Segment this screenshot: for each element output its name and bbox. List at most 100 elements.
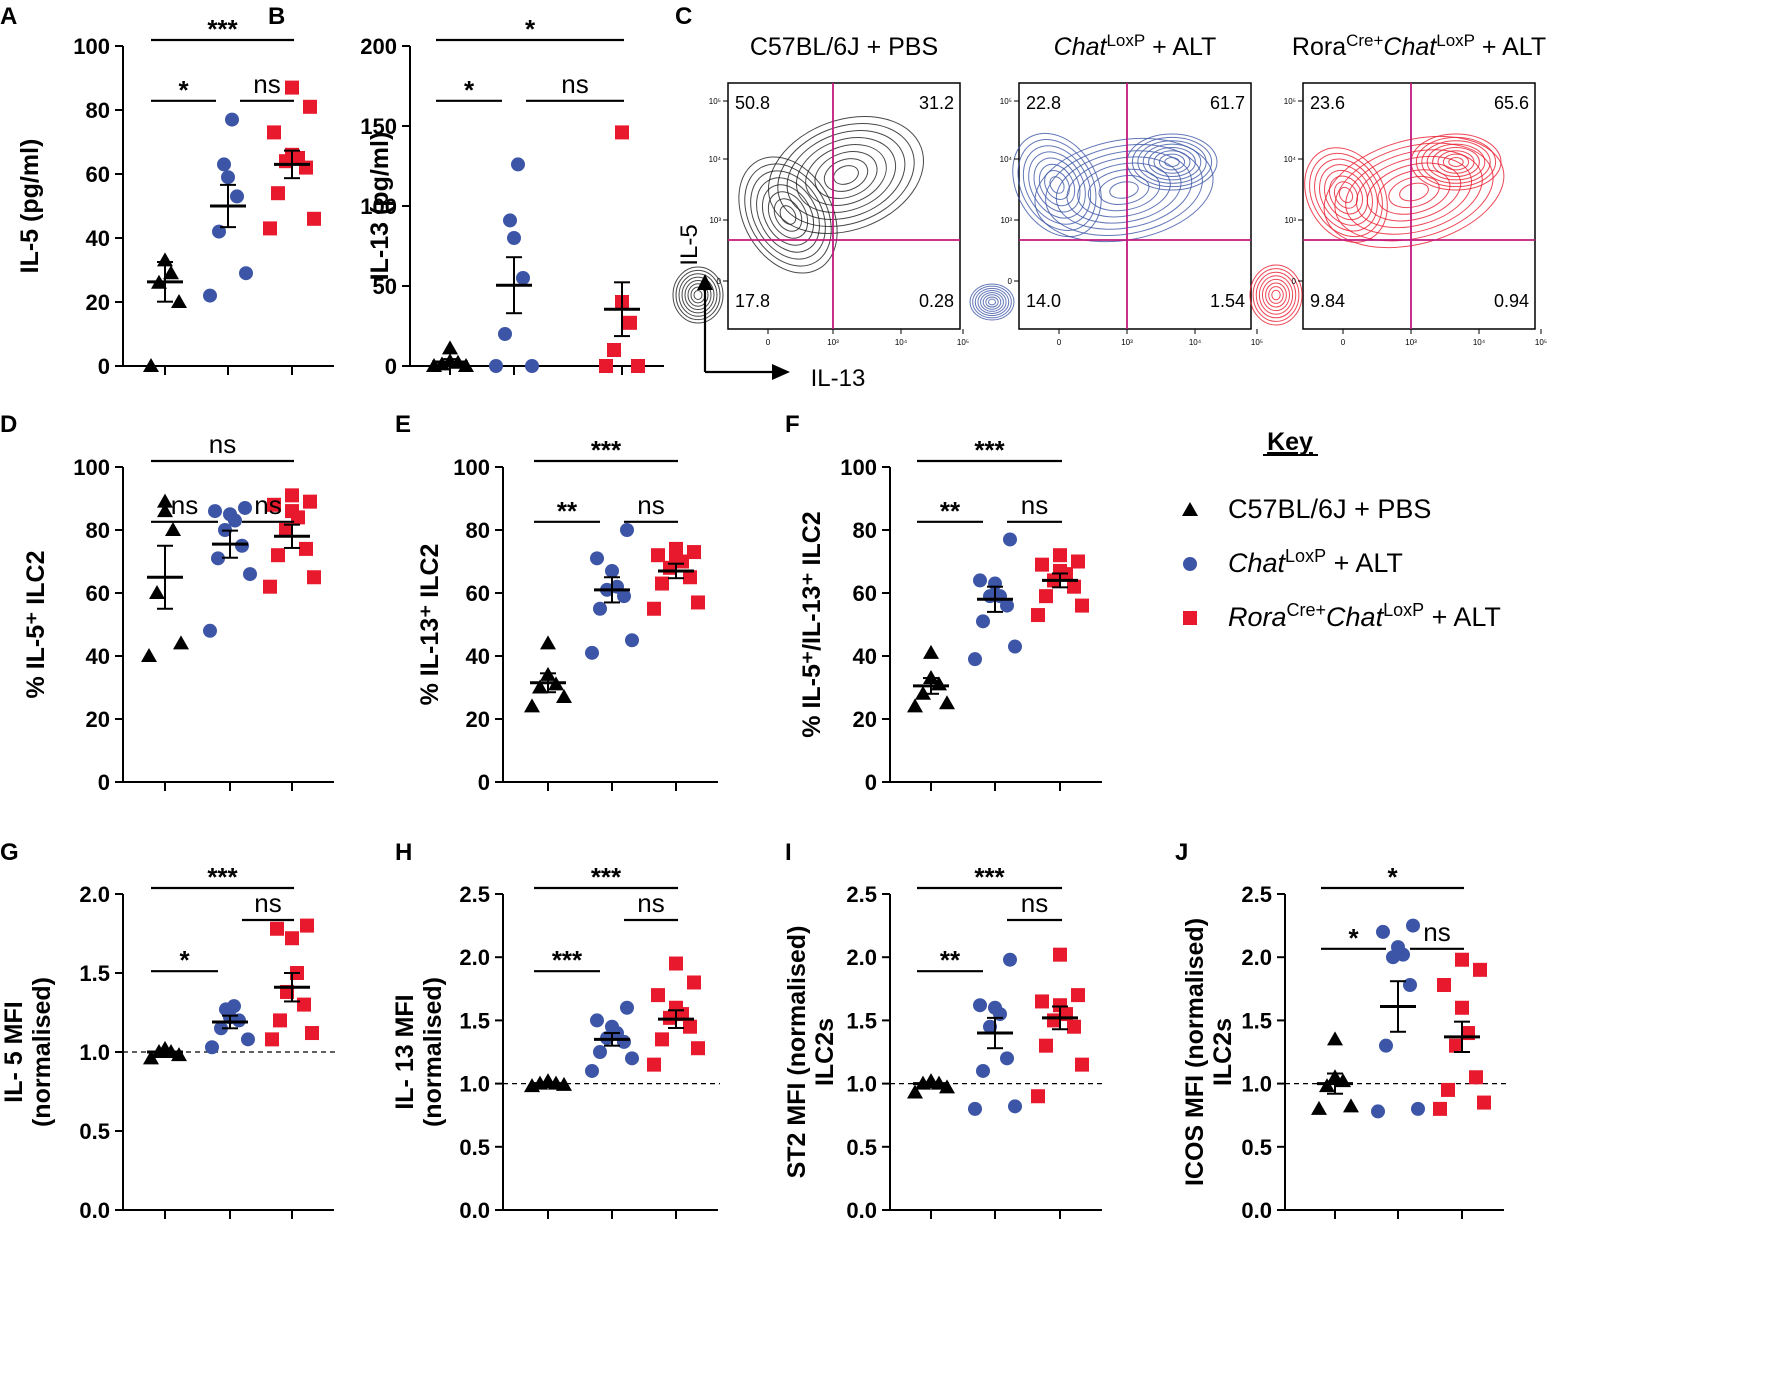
x-tick-label: 10⁴: [1473, 338, 1486, 347]
panel-g: G0.00.51.01.52.0IL- 5 MFI (normalised)***…: [0, 839, 336, 1223]
data-point: [1455, 1000, 1469, 1015]
data-point: [1473, 962, 1487, 977]
panel-letter: F: [785, 411, 800, 438]
y-tick-label: 2.0: [79, 882, 110, 907]
data-point: [655, 1032, 669, 1047]
significance-label: ns: [1021, 490, 1048, 520]
data-point: [489, 359, 503, 373]
x-arrow-head: [772, 364, 790, 380]
data-point: [647, 1057, 661, 1072]
contour-line: [1044, 170, 1070, 200]
y-tick-label: 10³: [709, 216, 721, 225]
contour-line: [1333, 181, 1359, 209]
y-tick-label: 0.5: [846, 1135, 877, 1160]
data-point: [976, 614, 990, 629]
y-tick-label: 100: [840, 455, 877, 480]
data-point: [651, 988, 665, 1003]
contour-line: [1131, 136, 1213, 188]
y-tick-label: 80: [853, 518, 877, 543]
data-point: [923, 644, 939, 659]
data-point: [273, 1013, 287, 1028]
key-label-part: Chat: [1326, 602, 1385, 632]
data-point: [1449, 1038, 1463, 1053]
data-point: [1411, 1101, 1425, 1116]
y-tick-label: 10³: [1000, 216, 1012, 225]
contour-line: [1432, 146, 1480, 178]
x-tick-label: 10³: [1405, 338, 1417, 347]
panel-letter: J: [1175, 839, 1188, 866]
data-point: [973, 998, 987, 1013]
data-point: [516, 271, 530, 285]
data-point: [203, 288, 217, 303]
y-axis-label: (normalised): [28, 977, 56, 1127]
data-point: [691, 1041, 705, 1056]
significance-label: ***: [207, 14, 238, 44]
significance-label: ***: [207, 862, 238, 892]
data-point: [143, 358, 159, 372]
data-point: [1437, 978, 1451, 993]
y-tick-label: 100: [73, 34, 110, 59]
y-tick-label: 10⁴: [1284, 155, 1297, 164]
quadrant-top-left: 50.8: [735, 93, 770, 113]
flow-plot-title: RoraCre+ChatLoxP + ALT: [1292, 31, 1546, 62]
data-point: [239, 266, 253, 281]
y-tick-label: 1.0: [79, 1040, 110, 1065]
flow-cytometry-panel-c: C C57BL/6J + PBS 50.8 31.2 17.8 0.28 0 10³ 10⁴ 10…: [672, 3, 1547, 392]
y-tick-label: 80: [86, 518, 110, 543]
contour-line: [1415, 136, 1497, 188]
data-point: [1053, 548, 1067, 563]
contour-line: [1319, 164, 1373, 226]
panel-letter: C: [675, 3, 692, 30]
y-tick-label: 40: [466, 644, 490, 669]
contour-line: [1164, 157, 1180, 167]
contour-line: [1055, 150, 1193, 230]
contour-line: [814, 151, 878, 199]
contour-line: [1265, 282, 1287, 308]
data-point: [300, 918, 314, 933]
x-tick-label: 10³: [827, 338, 839, 347]
significance-label: **: [940, 945, 961, 975]
significance-label: ***: [591, 435, 622, 465]
data-point: [211, 551, 225, 566]
y-tick-label: 60: [853, 581, 877, 606]
contour-line: [1324, 169, 1368, 221]
data-point: [297, 997, 311, 1012]
data-point: [1379, 1038, 1393, 1053]
x-tick-label: 10⁵: [957, 338, 969, 347]
data-point: [1039, 1038, 1053, 1053]
y-tick-label: 20: [86, 707, 110, 732]
data-point: [1433, 1101, 1447, 1116]
data-point: [265, 1032, 279, 1047]
contour-line: [777, 123, 915, 227]
y-axis-label: ILC2s: [811, 1018, 839, 1086]
data-point: [511, 157, 525, 172]
data-point: [307, 570, 321, 585]
flow-plot-title-part: + ALT: [1475, 33, 1546, 61]
y-tick-label: 0: [1292, 277, 1297, 286]
significance-label: ***: [552, 945, 583, 975]
contour-line: [675, 269, 721, 321]
contour-line: [985, 296, 999, 308]
y-tick-label: 10⁴: [1000, 155, 1013, 164]
data-point: [1343, 1098, 1359, 1113]
y-tick-label: 100: [360, 194, 397, 219]
significance-label: ***: [974, 862, 1005, 892]
significance-label: ns: [253, 69, 280, 99]
data-point: [585, 645, 599, 660]
contour-line: [1142, 143, 1202, 181]
y-tick-label: 1.0: [459, 1072, 490, 1097]
data-point: [683, 1019, 697, 1034]
contour-line: [1448, 157, 1464, 167]
y-tick-label: 0.5: [459, 1135, 490, 1160]
key-label: RoraCre+ChatLoxP + ALT: [1228, 600, 1501, 632]
data-point: [1311, 1100, 1327, 1115]
y-tick-label: 0: [1008, 277, 1013, 286]
y-tick-label: 200: [360, 34, 397, 59]
data-point: [279, 523, 293, 537]
data-point: [647, 601, 661, 616]
panel-letter: B: [268, 3, 285, 30]
